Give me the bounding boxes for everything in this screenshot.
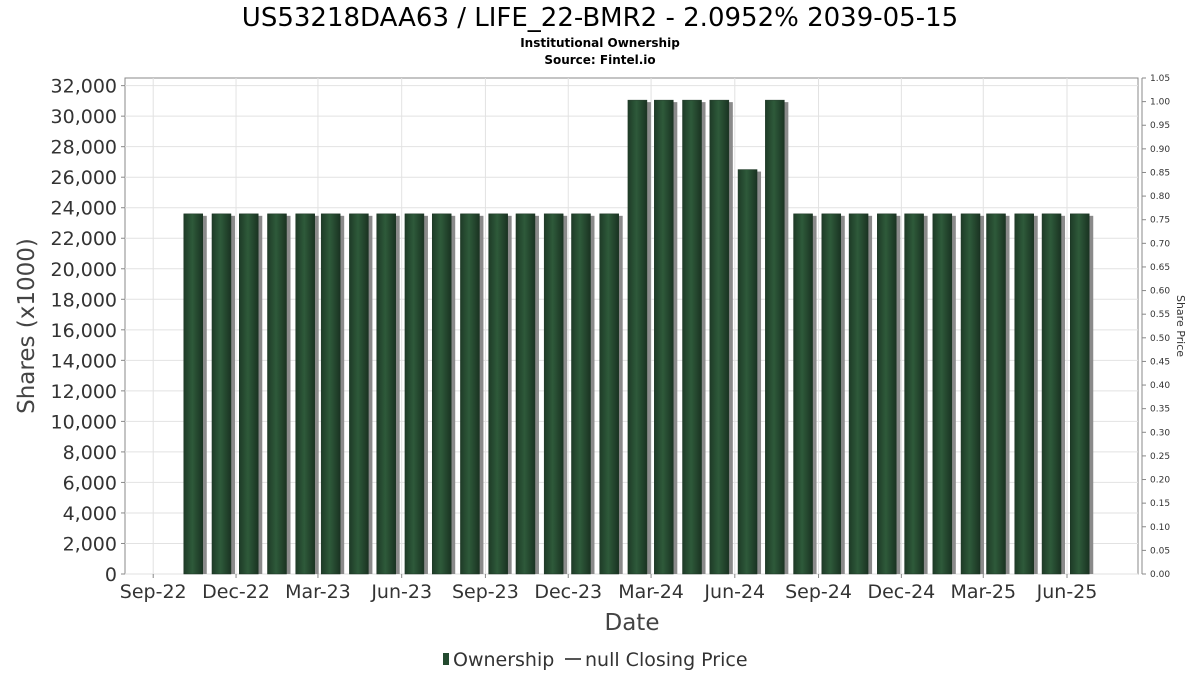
y2-tick-label: 0.75 <box>1150 216 1170 226</box>
ownership-bar <box>404 213 425 575</box>
ownership-bar <box>627 99 648 575</box>
ownership-bar <box>1041 213 1062 575</box>
y2-tick-label: 0.00 <box>1150 570 1170 580</box>
y-tick-label: 8,000 <box>63 442 117 464</box>
y2-tick-label: 0.15 <box>1150 499 1170 509</box>
legend-ownership-label: Ownership <box>453 649 554 671</box>
legend-closing-price-label: null Closing Price <box>585 649 748 671</box>
x-tick-label: Dec-23 <box>534 581 602 603</box>
y-tick-label: 20,000 <box>51 259 117 281</box>
x-tick-label: Jun-24 <box>703 581 765 603</box>
y2-tick-label: 0.55 <box>1150 310 1170 320</box>
y2-tick-label: 0.50 <box>1150 334 1170 344</box>
ownership-bar <box>654 99 674 575</box>
ownership-bar <box>682 99 702 575</box>
y2-tick-label: 0.70 <box>1150 239 1170 249</box>
y2-tick-label: 0.35 <box>1150 405 1170 415</box>
ownership-bar <box>211 213 232 575</box>
ownership-bar <box>460 213 480 575</box>
y-tick-label: 30,000 <box>51 106 117 128</box>
ownership-bar <box>737 169 758 575</box>
y-tick-label: 0 <box>105 564 117 586</box>
x-tick-label: Jun-25 <box>1036 581 1098 603</box>
y-tick-label: 32,000 <box>51 76 117 98</box>
ownership-bar <box>821 213 842 575</box>
ownership-bar <box>349 213 369 575</box>
y2-tick-label: 0.45 <box>1150 357 1170 367</box>
y-tick-label: 28,000 <box>51 137 117 159</box>
y2-axis-label: Share Price <box>1174 295 1187 357</box>
y2-tick-label: 0.80 <box>1150 192 1170 202</box>
ownership-bar <box>320 213 341 575</box>
x-tick-label: Jun-23 <box>370 581 432 603</box>
y-tick-label: 4,000 <box>63 503 117 525</box>
y-axis-label: Shares (x1000) <box>14 238 40 414</box>
ownership-bar <box>239 213 259 575</box>
ownership-bar <box>877 213 897 575</box>
y2-tick-label: 0.25 <box>1150 452 1170 462</box>
y2-tick-label: 0.65 <box>1150 263 1170 273</box>
x-tick-label: Sep-24 <box>785 581 852 603</box>
y2-tick-label: 0.85 <box>1150 168 1170 178</box>
y-tick-label: 2,000 <box>63 533 117 555</box>
y2-tick-label: 1.00 <box>1150 98 1170 108</box>
chart-subtitle: Institutional Ownership <box>520 36 680 50</box>
ownership-bar <box>488 213 508 575</box>
y-tick-label: 22,000 <box>51 228 117 250</box>
x-tick-label: Sep-22 <box>120 581 187 603</box>
ownership-bar <box>515 213 536 575</box>
chart-source: Source: Fintel.io <box>544 53 655 67</box>
y2-tick-label: 0.05 <box>1150 546 1170 556</box>
y-tick-label: 16,000 <box>51 320 117 342</box>
x-axis: Sep-22 Dec-22 Mar-23 Jun-23 Sep-23 Dec-23 Mar-… <box>120 574 1098 603</box>
ownership-bar <box>986 213 1006 575</box>
ownership-bar <box>960 213 981 575</box>
y-tick-label: 26,000 <box>51 167 117 189</box>
x-tick-label: Dec-24 <box>867 581 935 603</box>
x-tick-label: Dec-22 <box>202 581 270 603</box>
x-tick-label: Mar-23 <box>285 581 351 603</box>
y2-axis: 0.00 0.05 0.10 0.15 0.20 0.25 0.30 0.35 0.40 0.45… <box>1141 74 1170 580</box>
legend-ownership-swatch <box>443 653 449 665</box>
x-tick-label: Mar-24 <box>618 581 684 603</box>
ownership-bar <box>599 213 619 575</box>
y-tick-label: 14,000 <box>51 350 117 372</box>
ownership-bar <box>376 213 396 575</box>
ownership-bar <box>295 213 315 575</box>
y2-tick-label: 0.60 <box>1150 287 1170 297</box>
ownership-bar <box>848 213 869 575</box>
y-tick-label: 18,000 <box>51 289 117 311</box>
y2-tick-label: 0.10 <box>1150 523 1170 533</box>
y2-tick-label: 0.20 <box>1150 476 1170 486</box>
y2-tick-label: 1.05 <box>1150 74 1170 84</box>
ownership-bar <box>543 213 564 575</box>
x-tick-label: Sep-23 <box>452 581 519 603</box>
x-tick-label: Mar-25 <box>950 581 1016 603</box>
ownership-bar <box>431 213 452 575</box>
ownership-bar <box>904 213 924 575</box>
ownership-bar <box>793 213 813 575</box>
chart-title: US53218DAA63 / LIFE_22-BMR2 - 2.0952% 20… <box>242 3 958 33</box>
ownership-bar <box>183 213 204 575</box>
y-tick-label: 24,000 <box>51 198 117 220</box>
y-tick-label: 6,000 <box>63 472 117 494</box>
y-axis: 0 2,000 4,000 6,000 8,000 10,000 12,000 14,000 1… <box>51 76 125 586</box>
y-tick-label: 12,000 <box>51 381 117 403</box>
ownership-bar <box>1014 213 1034 575</box>
y2-tick-label: 0.40 <box>1150 381 1170 391</box>
ownership-bar <box>1070 213 1090 575</box>
y2-tick-label: 0.30 <box>1150 428 1170 438</box>
ownership-bar <box>932 213 953 575</box>
ownership-bar <box>765 99 785 575</box>
x-axis-label: Date <box>605 610 660 636</box>
ownership-bar <box>267 213 287 575</box>
ownership-bar <box>709 99 730 575</box>
legend: Ownership null Closing Price <box>443 649 748 671</box>
y-tick-label: 10,000 <box>51 411 117 433</box>
y2-tick-label: 0.95 <box>1150 121 1170 131</box>
bars <box>183 99 1094 575</box>
ownership-bar <box>571 213 591 575</box>
y2-tick-label: 0.90 <box>1150 145 1170 155</box>
